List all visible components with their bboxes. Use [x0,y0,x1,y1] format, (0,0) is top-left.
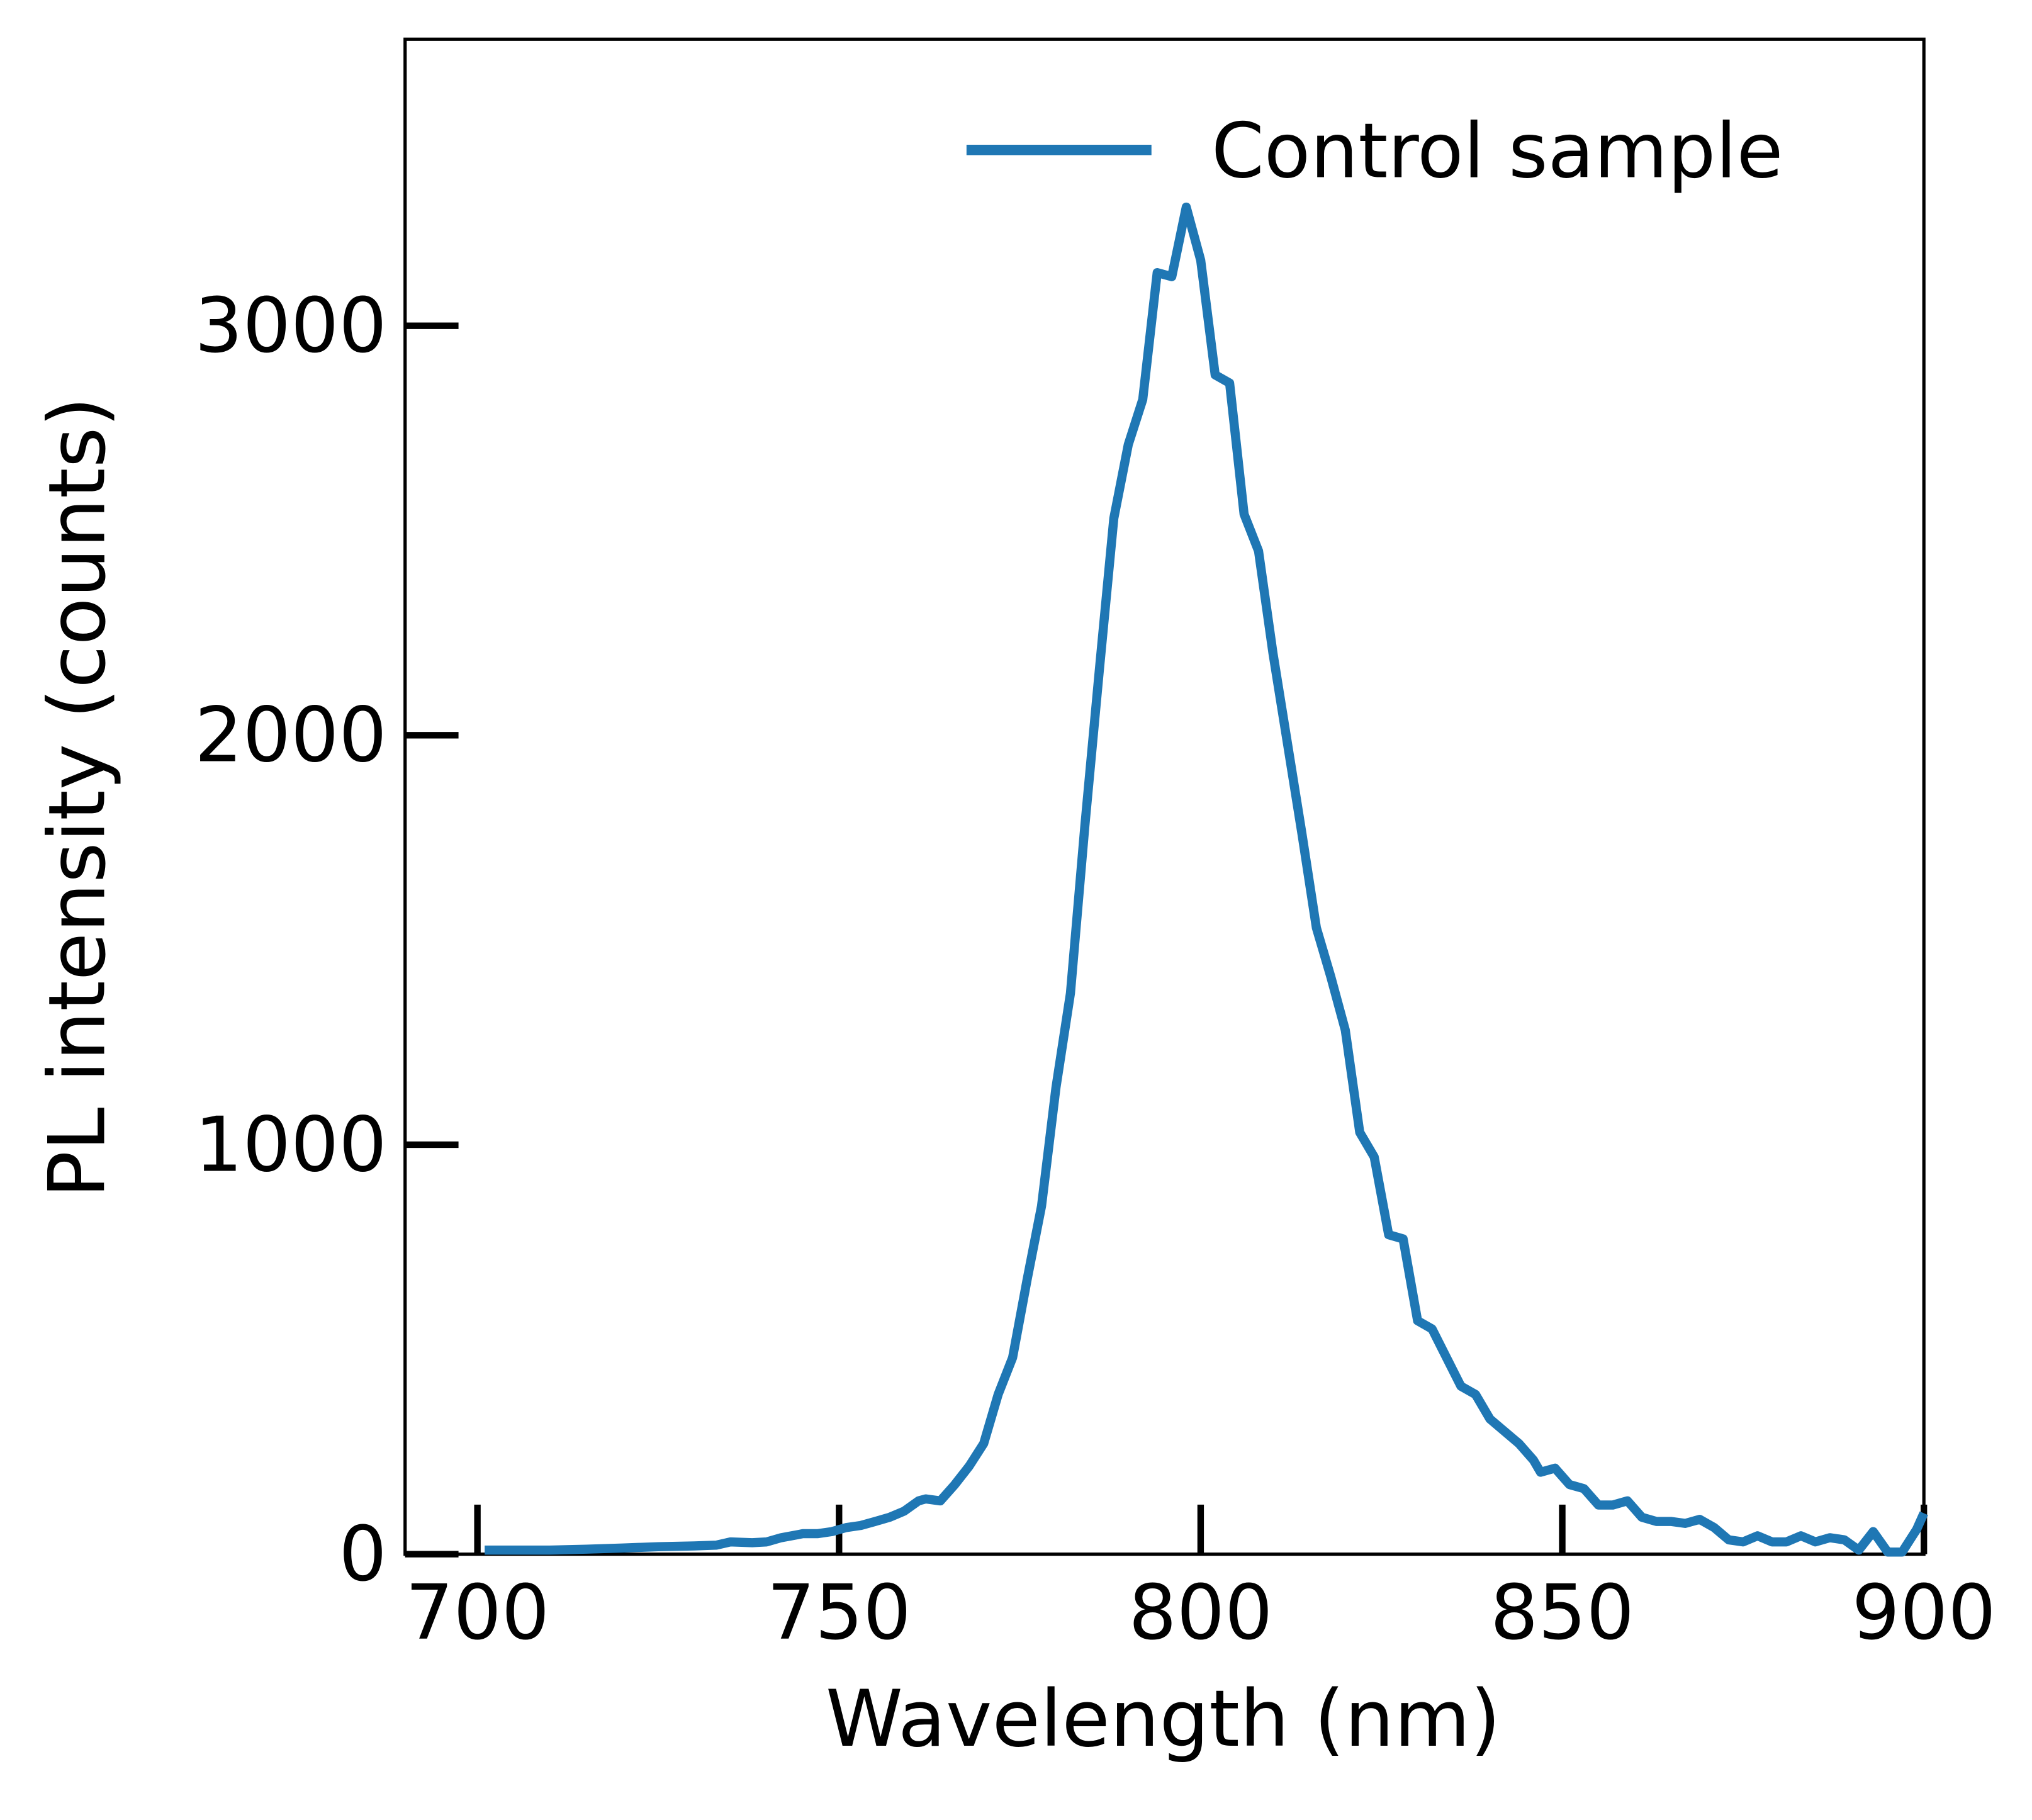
x-axis-label: Wavelength (nm) [826,1674,1501,1765]
y-tick-label: 1000 [194,1101,387,1189]
y-tick-label: 0 [339,1511,386,1598]
y-tick-label: 2000 [194,692,387,780]
legend-label: Control sample [1211,108,1783,196]
x-tick-label: 900 [1852,1570,1996,1657]
x-tick-label: 850 [1490,1570,1634,1657]
x-tick-label: 800 [1128,1570,1272,1657]
data-line [485,202,1928,1557]
x-tick-label: 750 [767,1570,911,1657]
x-tick-label: 700 [405,1570,549,1657]
y-tick-label: 3000 [194,283,387,370]
plot-frame [403,37,1926,1556]
y-axis-label: PL intensity (counts) [33,396,123,1198]
